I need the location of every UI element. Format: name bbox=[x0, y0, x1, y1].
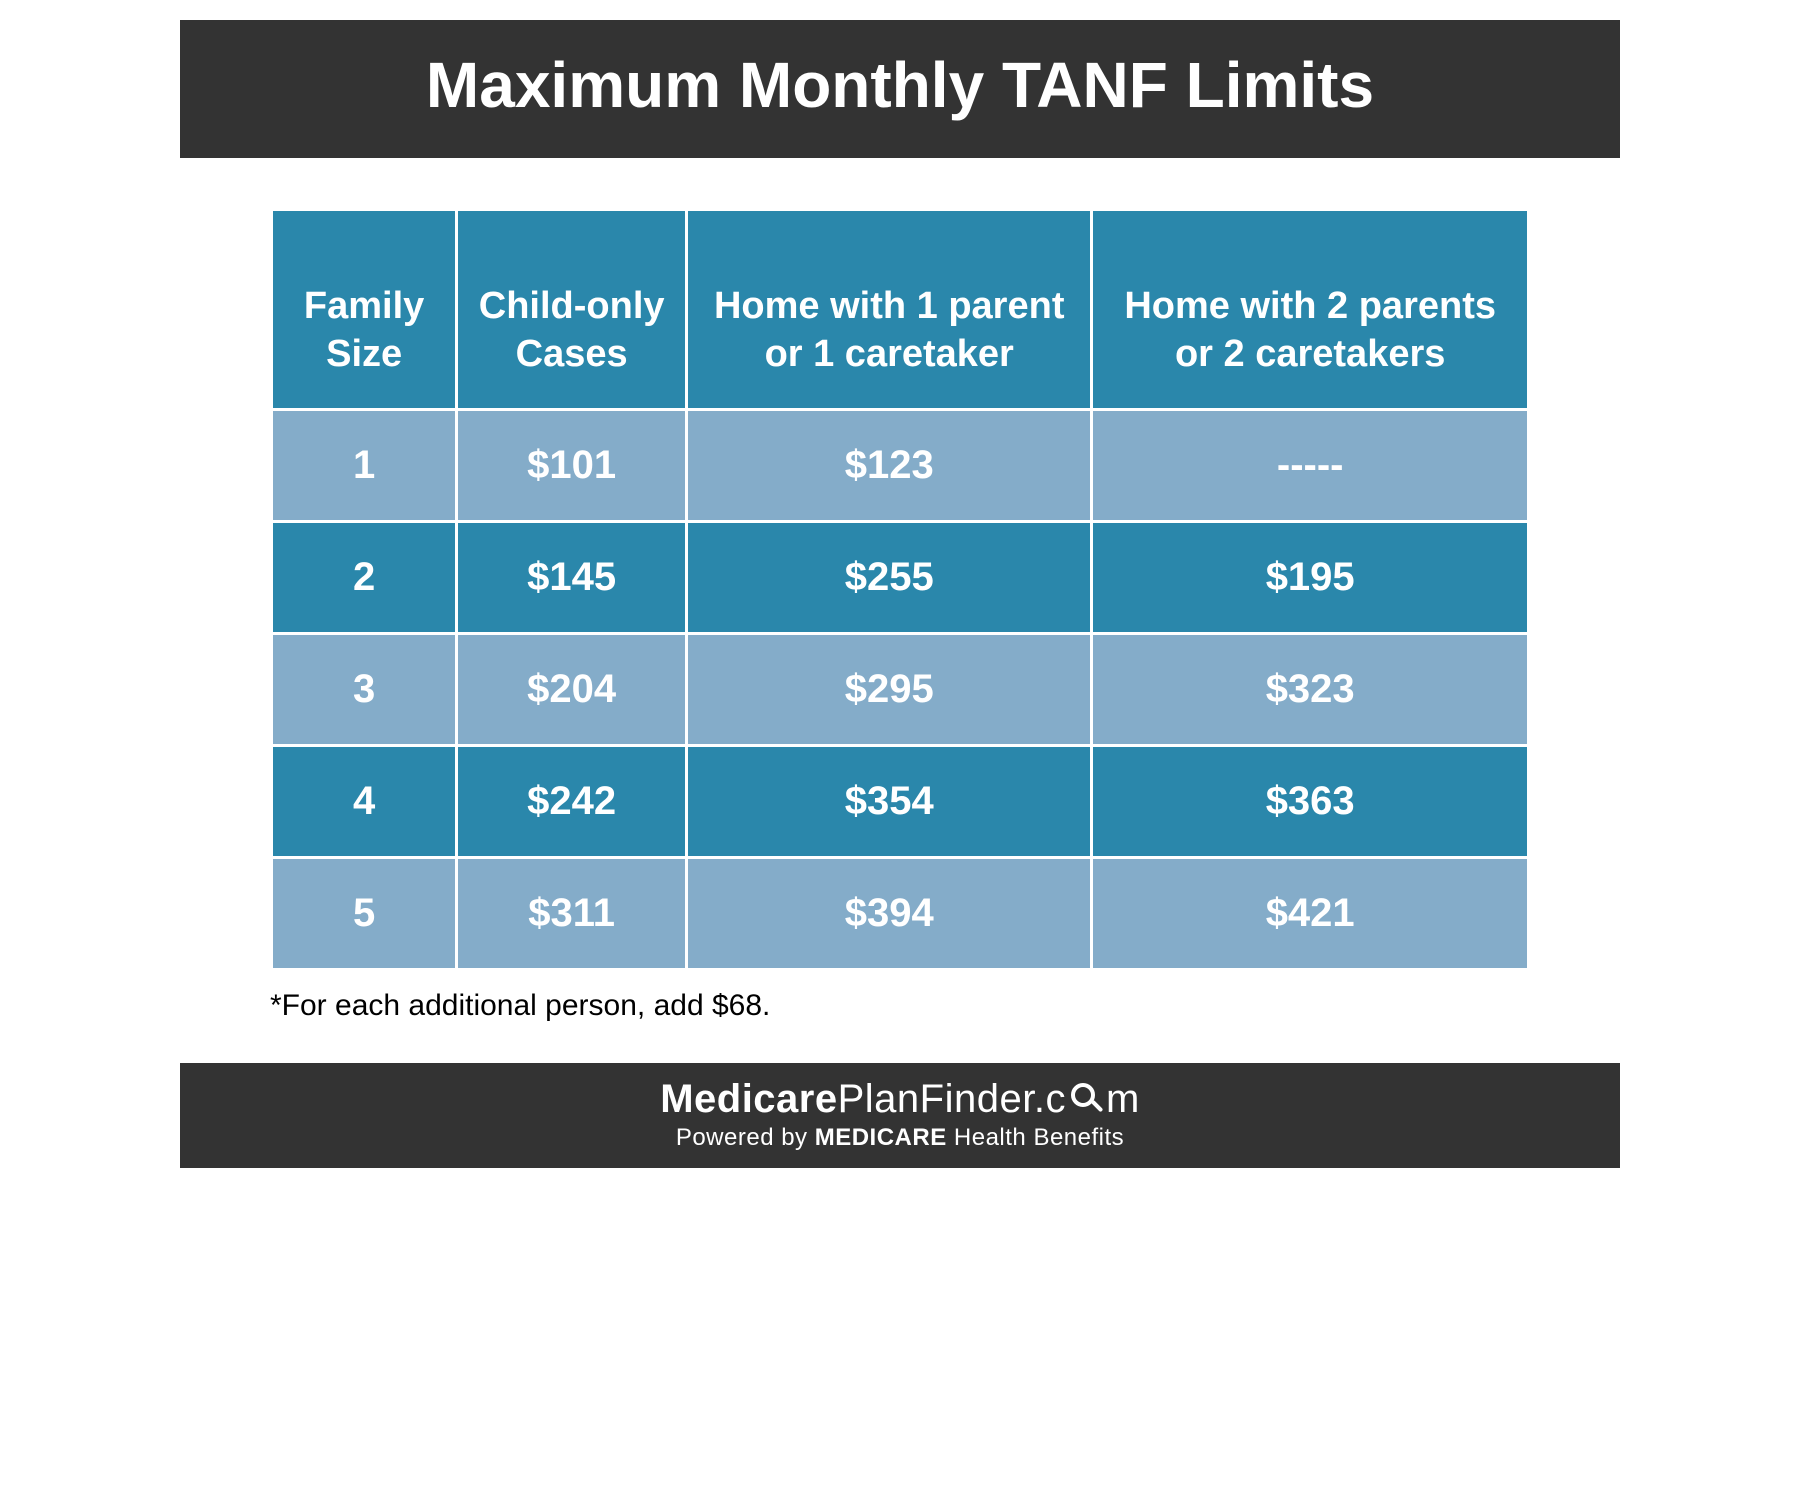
cell: $363 bbox=[1092, 746, 1529, 858]
cell: 2 bbox=[272, 522, 457, 634]
cell: $421 bbox=[1092, 858, 1529, 970]
cell: $123 bbox=[687, 410, 1092, 522]
title-bar: Maximum Monthly TANF Limits bbox=[180, 20, 1620, 158]
brand-text: Medicare bbox=[660, 1077, 837, 1122]
cell: $311 bbox=[457, 858, 687, 970]
cell: 5 bbox=[272, 858, 457, 970]
brand-text: Plan bbox=[838, 1077, 920, 1122]
brand-text: Finder.c bbox=[920, 1077, 1066, 1122]
infographic-card: Maximum Monthly TANF Limits Family Size … bbox=[180, 20, 1620, 1168]
cell: $255 bbox=[687, 522, 1092, 634]
col-family-size: Family Size bbox=[272, 210, 457, 410]
powered-suffix: Health Benefits bbox=[947, 1124, 1124, 1151]
cell: $295 bbox=[687, 634, 1092, 746]
cell: $204 bbox=[457, 634, 687, 746]
table-row: 4 $242 $354 $363 bbox=[272, 746, 1529, 858]
tanf-table: Family Size Child-only Cases Home with 1… bbox=[270, 208, 1530, 971]
brand-logo: MedicarePlanFinder.c m bbox=[660, 1077, 1140, 1122]
table-header-row: Family Size Child-only Cases Home with 1… bbox=[272, 210, 1529, 410]
brand-text: m bbox=[1106, 1077, 1140, 1122]
table-row: 5 $311 $394 $421 bbox=[272, 858, 1529, 970]
col-two-parents: Home with 2 parents or 2 caretakers bbox=[1092, 210, 1529, 410]
table-row: 2 $145 $255 $195 bbox=[272, 522, 1529, 634]
cell: $323 bbox=[1092, 634, 1529, 746]
powered-brand: MEDICARE bbox=[815, 1124, 947, 1151]
col-child-only: Child-only Cases bbox=[457, 210, 687, 410]
cell: $354 bbox=[687, 746, 1092, 858]
cell: $195 bbox=[1092, 522, 1529, 634]
table-row: 1 $101 $123 ----- bbox=[272, 410, 1529, 522]
cell: $101 bbox=[457, 410, 687, 522]
page-title: Maximum Monthly TANF Limits bbox=[426, 49, 1374, 121]
cell: 1 bbox=[272, 410, 457, 522]
table-row: 3 $204 $295 $323 bbox=[272, 634, 1529, 746]
magnifier-icon bbox=[1068, 1082, 1104, 1118]
cell: ----- bbox=[1092, 410, 1529, 522]
content-area: Family Size Child-only Cases Home with 1… bbox=[180, 158, 1620, 1063]
powered-by: Powered by MEDICARE Health Benefits bbox=[180, 1124, 1620, 1152]
cell: $242 bbox=[457, 746, 687, 858]
cell: 3 bbox=[272, 634, 457, 746]
footnote: *For each additional person, add $68. bbox=[270, 971, 1530, 1053]
cell: $394 bbox=[687, 858, 1092, 970]
footer-bar: MedicarePlanFinder.c m Powered by MEDICAR… bbox=[180, 1063, 1620, 1168]
powered-prefix: Powered by bbox=[676, 1124, 815, 1151]
col-one-parent: Home with 1 parent or 1 caretaker bbox=[687, 210, 1092, 410]
cell: 4 bbox=[272, 746, 457, 858]
cell: $145 bbox=[457, 522, 687, 634]
